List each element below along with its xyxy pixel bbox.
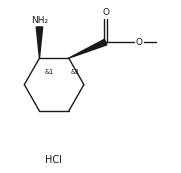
Text: O: O: [102, 8, 109, 17]
Text: HCl: HCl: [45, 155, 62, 165]
Text: &1: &1: [45, 69, 54, 75]
Text: NH₂: NH₂: [31, 16, 48, 25]
Polygon shape: [36, 27, 43, 58]
Text: &1: &1: [71, 69, 80, 75]
Polygon shape: [69, 39, 107, 58]
Text: O: O: [135, 38, 142, 47]
